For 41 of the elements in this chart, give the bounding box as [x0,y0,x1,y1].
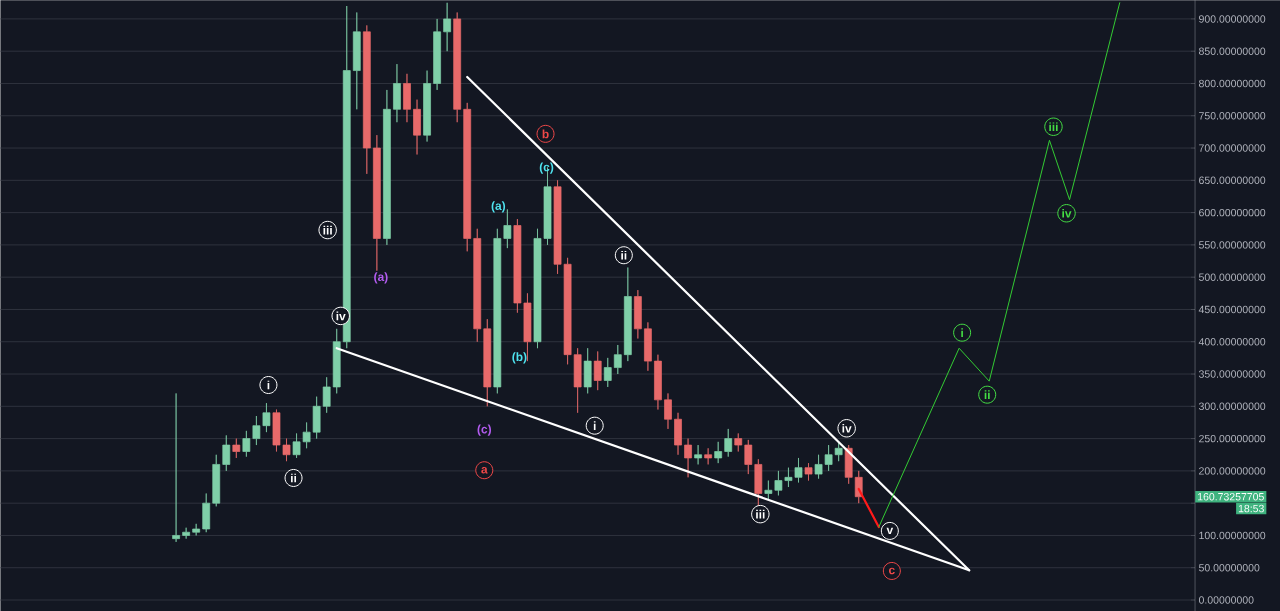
text: 18:53 [1238,504,1264,513]
y-tick-label: 900.00000000 [1199,15,1266,23]
annotation: ii [291,473,297,483]
annotation: iv [1062,208,1072,218]
y-tick-label: 250.00000000 [1199,434,1266,443]
y-tick-label: 50.00000000 [1198,563,1260,572]
y-tick-label: 450.00000000 [1198,305,1266,314]
annotation: iii [1049,122,1058,131]
annotation: c [888,567,895,575]
annotation: iii [323,225,332,235]
annotation: i [593,421,596,430]
annotation: i [267,380,270,390]
annotation: iii [756,509,765,519]
y-tick-label: 400.00000000 [1198,337,1266,346]
annotation: iv [842,423,852,433]
annotation: a [481,466,488,474]
y-tick-label: 300.00000000 [1198,402,1266,410]
y-tick-label: 550.00000000 [1198,241,1266,249]
annotation: ii [984,390,990,399]
y-tick-label: 800.00000000 [1199,79,1266,88]
y-tick-label: 350.00000000 [1198,370,1266,378]
y-tick-label: 100.00000000 [1199,531,1266,540]
annotation: iv [336,311,346,321]
annotation: i [961,328,963,337]
annotation: (a) [374,272,388,284]
y-tick-label: 750.00000000 [1199,111,1266,120]
annotation: b [542,129,549,139]
y-tick-label: 650.00000000 [1199,176,1266,184]
y-tick-label: 500.00000000 [1198,273,1266,281]
y-tick-label: 0.00000000 [1198,596,1254,604]
annotation: (c) [539,162,554,174]
y-tick-label: 700.00000000 [1199,144,1266,152]
annotation: (a) [491,201,506,213]
annotation: (b) [512,352,527,364]
y-tick-label: 200.00000000 [1199,467,1266,475]
y-tick-label: 850.00000000 [1199,47,1266,55]
annotation: (c) [477,424,492,436]
y-tick-label: 600.00000000 [1199,208,1266,217]
annotation: v [886,527,894,534]
annotation: ii [621,250,627,260]
text: 160.73257705 [1198,492,1264,501]
